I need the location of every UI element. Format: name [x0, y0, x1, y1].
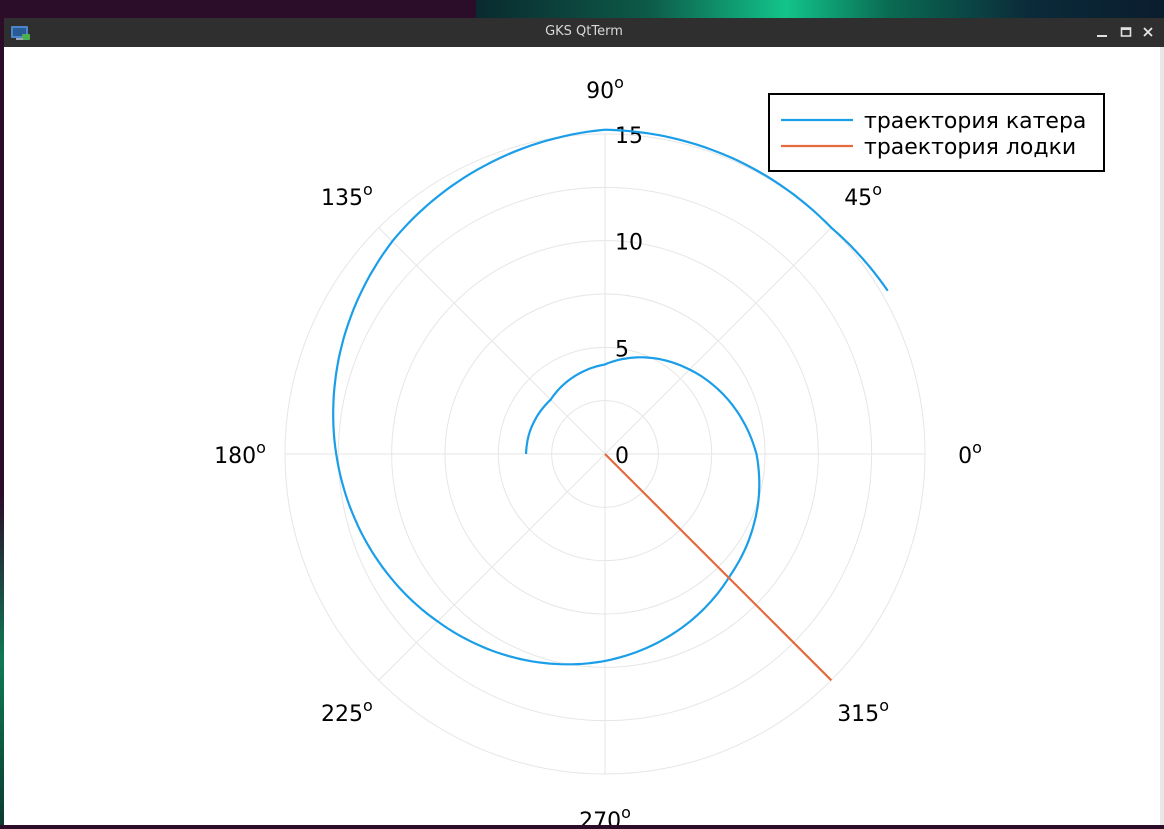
radial-tick-label: 15: [615, 124, 643, 149]
radial-tick-label: 0: [615, 444, 629, 469]
maximize-icon: [1120, 27, 1132, 37]
legend-label: траектория катера: [864, 109, 1086, 134]
angle-tick-label: 135o: [321, 180, 373, 211]
polar-chart: 0 5 10 15 0o 45o 90o 135o 180o 225o 270o 315o трае…: [214, 73, 1105, 829]
maximize-button[interactable]: [1116, 22, 1136, 42]
radial-tick-label: 5: [615, 337, 629, 362]
angle-tick-label: 0o: [958, 438, 982, 469]
series-line: [332, 128, 889, 666]
angle-tick-label: 90o: [586, 73, 624, 104]
angle-tick-label: 45o: [844, 180, 882, 211]
radial-tick-labels: 0 5 10 15: [615, 124, 643, 469]
window-title: GKS QtTerm: [545, 24, 623, 39]
grid-spoke: [378, 453, 606, 681]
desktop-wallpaper: [476, 0, 1164, 18]
angle-tick-label: 270o: [579, 803, 631, 825]
angle-tick-label: 180o: [214, 438, 266, 469]
angle-tick-label: 315o: [837, 696, 889, 727]
series-line: [604, 453, 833, 682]
titlebar[interactable]: GKS QtTerm: [4, 18, 1164, 47]
minimize-icon: [1097, 35, 1107, 37]
chart-series: [332, 128, 889, 682]
grid-spoke: [604, 227, 832, 455]
gks-qtterm-icon: [10, 24, 30, 41]
grid-spoke: [378, 227, 606, 455]
plot-window: GKS QtTerm 0 5 10 15 0o 45o 90o 135o 180o 225o 27…: [4, 18, 1164, 829]
legend-label: траектория лодки: [864, 135, 1076, 160]
legend-box: [768, 93, 1105, 172]
desktop-wallpaper-left: [0, 0, 4, 825]
angle-tick-labels: 0o 45o 90o 135o 180o 225o 270o 315o: [214, 73, 982, 829]
close-button[interactable]: [1138, 22, 1158, 42]
radial-tick-label: 10: [615, 231, 643, 256]
close-icon: [1143, 27, 1153, 37]
polar-grid: [284, 133, 926, 775]
angle-tick-label: 225o: [321, 696, 373, 727]
minimize-button[interactable]: [1092, 22, 1112, 42]
plot-canvas: 0 5 10 15 0o 45o 90o 135o 180o 225o 270o 315o трае…: [4, 47, 1160, 829]
window-edge: [1160, 47, 1164, 825]
